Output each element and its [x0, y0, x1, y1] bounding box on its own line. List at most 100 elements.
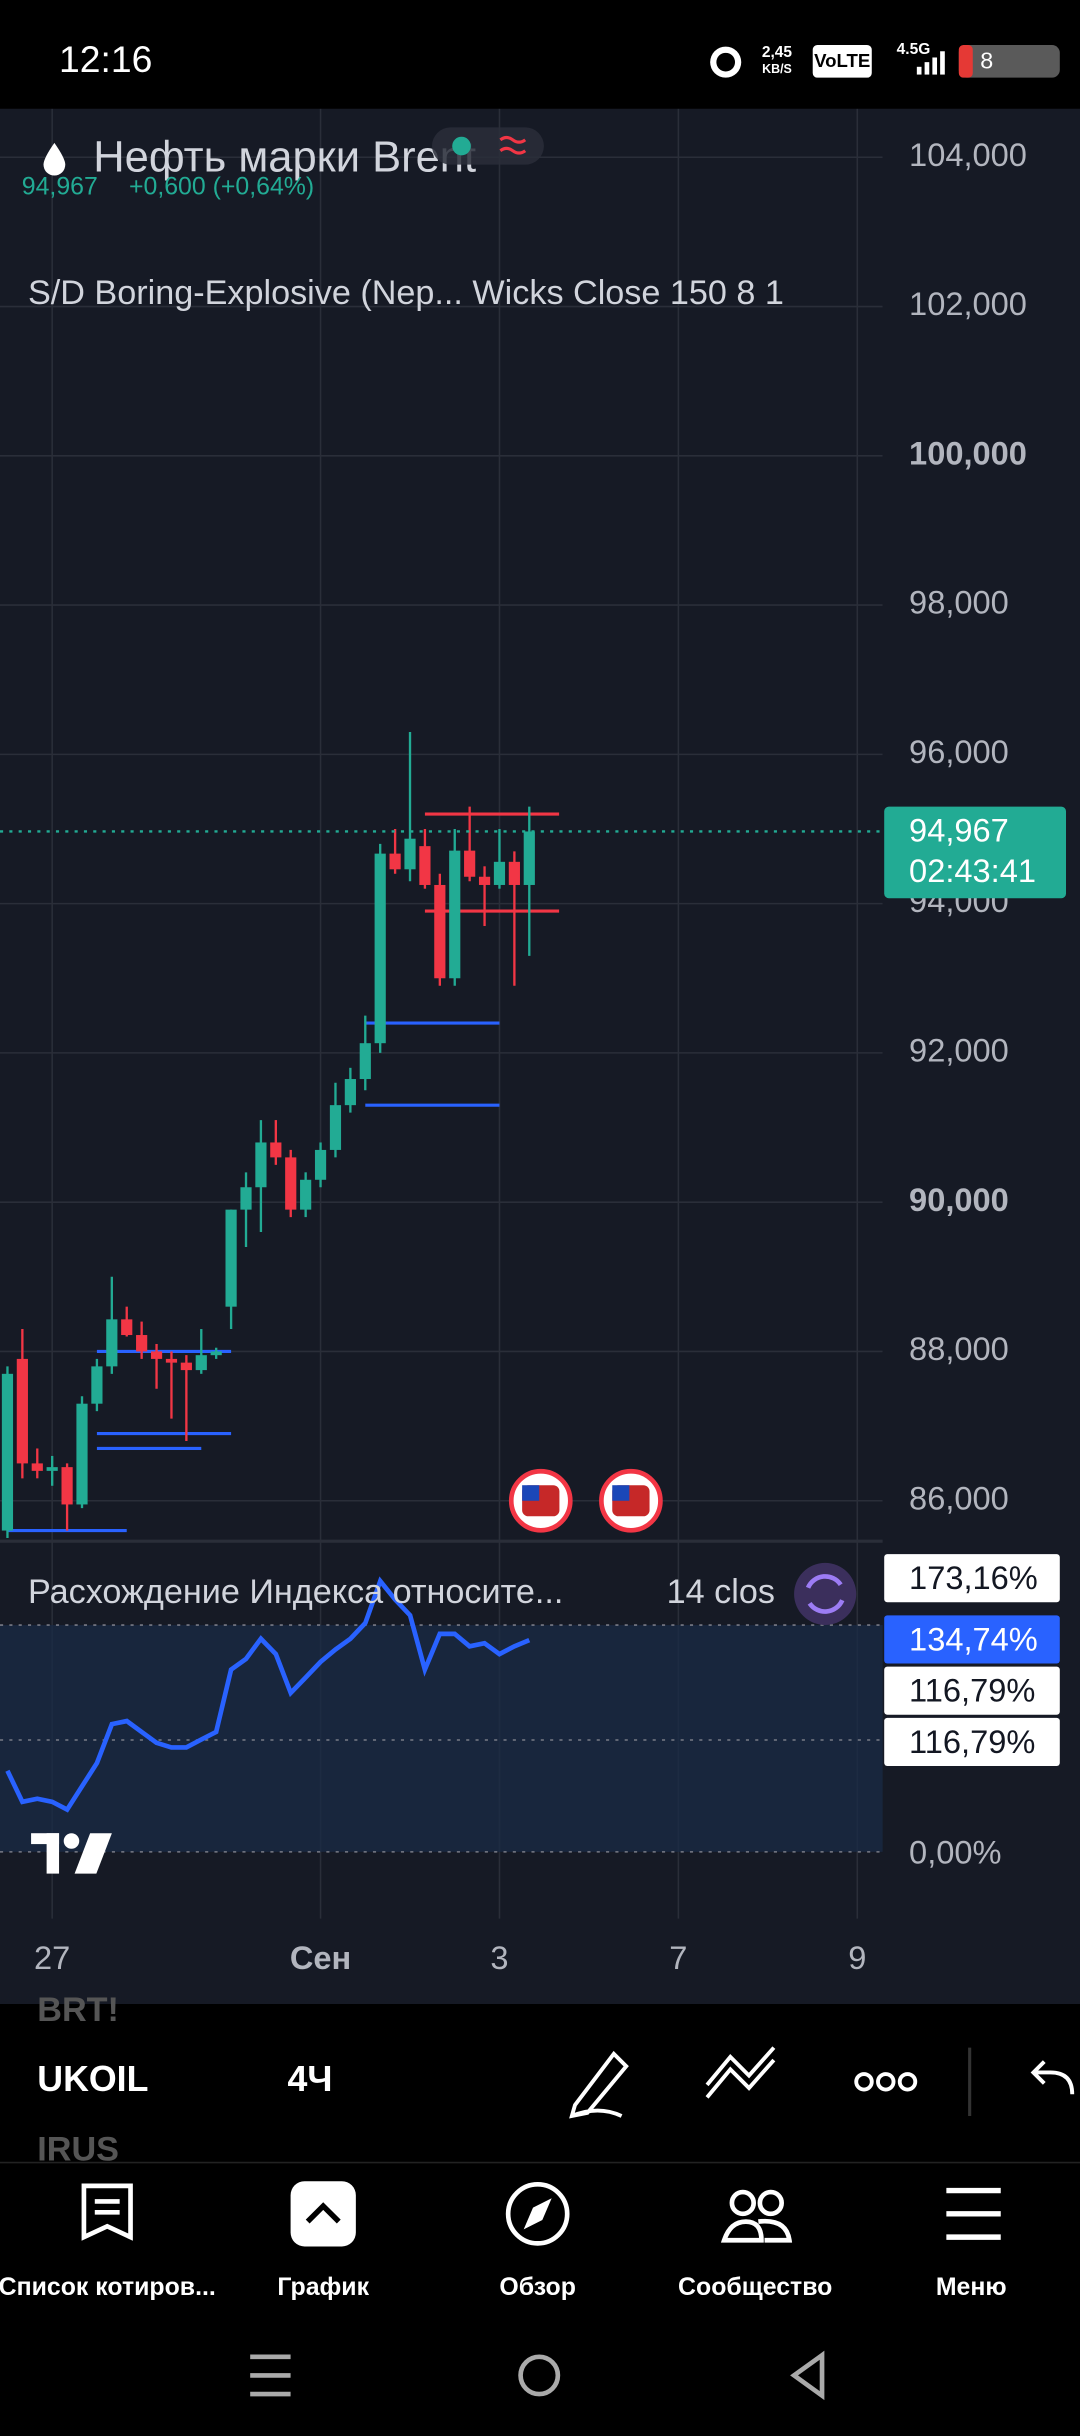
x-tick-label: Сен: [290, 1939, 351, 1976]
interval[interactable]: 4Ч: [287, 2059, 332, 2099]
nav-label[interactable]: График: [277, 2273, 369, 2301]
x-tick-label: 7: [669, 1939, 687, 1976]
candle-body: [285, 1157, 297, 1210]
candle-body: [449, 850, 461, 979]
volte-badge: [812, 45, 872, 78]
y-tick-label: 96,000: [909, 733, 1009, 770]
market-open-dot: [452, 136, 471, 156]
candle-body: [180, 1362, 192, 1371]
y-tick-label: 100,000: [909, 434, 1027, 471]
prev-symbol[interactable]: BRT!: [37, 1991, 119, 2029]
candle-body: [121, 1319, 133, 1336]
candle-body: [195, 1355, 207, 1371]
x-tick-label: 27: [34, 1939, 70, 1976]
more-button[interactable]: [854, 2072, 918, 2092]
candle-body: [91, 1366, 103, 1404]
y-tick-label: 90,000: [909, 1181, 1009, 1218]
candle-body: [300, 1179, 312, 1210]
undo-button[interactable]: [1030, 2060, 1075, 2095]
drop-icon: [43, 142, 66, 176]
net-unit: KB/S: [762, 62, 792, 76]
candle-body: [329, 1105, 342, 1150]
signal-bars: [916, 51, 945, 75]
y-tick-label: 0,00%: [909, 1833, 1001, 1870]
symbol-change: +0,600 (+0,64%): [129, 173, 314, 201]
symbol-price: 94,967: [22, 173, 98, 201]
candle-body: [508, 861, 520, 885]
nav-icon-list[interactable]: [81, 2183, 133, 2241]
candle-body: [136, 1335, 148, 1352]
candle-body: [225, 1209, 237, 1307]
candle-body: [1, 1373, 14, 1531]
status-bar: [0, 0, 1080, 109]
recents-button[interactable]: [250, 2354, 291, 2397]
candle-body: [76, 1403, 88, 1505]
event-icons: [508, 1468, 663, 1533]
indicator-title: S/D Boring-Explosive (Nep... Wicks Close…: [28, 274, 784, 312]
candle-body: [478, 876, 491, 885]
axis-label-box: [884, 1666, 1060, 1715]
axis-label-box: [884, 1554, 1060, 1603]
candle-body: [314, 1149, 327, 1180]
y-tick-label: 98,000: [909, 584, 1009, 621]
signal-type: 4.5G: [897, 41, 931, 58]
candle-body: [46, 1467, 58, 1471]
axis-label: 173,16%: [909, 1559, 1038, 1596]
candle-body: [31, 1463, 43, 1471]
system-nav: [0, 2330, 1080, 2436]
battery-text: 8: [980, 47, 993, 73]
pane-params: 14 clos: [667, 1573, 775, 1611]
candle-body: [359, 1043, 371, 1080]
axis-label-box: [884, 1717, 1060, 1767]
pane-title: Расхождение Индекса относите...: [28, 1573, 563, 1611]
net-speed: 2,45: [762, 44, 793, 61]
y-tick-label: 92,000: [909, 1032, 1009, 1069]
lines-tool[interactable]: [705, 2046, 776, 2099]
tv-logo: [31, 1833, 112, 1874]
axis-label: 116,79%: [909, 1672, 1035, 1709]
battery-level: [958, 45, 973, 78]
candle-body: [464, 850, 476, 877]
candle-body: [270, 1142, 282, 1158]
candle-body: [523, 831, 535, 885]
nav-label[interactable]: Меню: [936, 2273, 1007, 2301]
nav-icon-explore-needle: [523, 2198, 552, 2230]
candle-body: [16, 1358, 28, 1464]
volte: VoLTE: [814, 50, 870, 71]
candle-body: [389, 853, 401, 870]
indicator-line: [5, 1576, 531, 1813]
status-pill: [432, 127, 544, 165]
alarm-face: [716, 52, 736, 72]
back-button[interactable]: [790, 2350, 825, 2401]
sync-icon: [805, 1574, 845, 1614]
nav-icon-chart[interactable]: [290, 2181, 356, 2247]
candle-body: [255, 1142, 267, 1188]
candle-body: [419, 846, 431, 885]
nav-label[interactable]: Список котиров...: [0, 2273, 216, 2301]
y-tick-label: 88,000: [909, 1330, 1009, 1367]
candle-body: [150, 1351, 163, 1359]
toolbar-symbol[interactable]: UKOIL: [37, 2059, 148, 2099]
axis-label-box: [884, 1615, 1060, 1664]
last-price-box: [884, 806, 1067, 899]
wave-icon: [499, 135, 527, 155]
clock: 12:16: [59, 38, 152, 80]
x-tick-label: 9: [848, 1939, 866, 1976]
candle-body: [344, 1079, 356, 1106]
nav-label[interactable]: Обзор: [499, 2273, 575, 2301]
candle-body: [210, 1351, 222, 1356]
nav-icon-community[interactable]: [720, 2189, 793, 2243]
countdown: 02:43:41: [909, 852, 1036, 889]
nav-icon-explore[interactable]: [505, 2181, 570, 2246]
nav-label[interactable]: Сообщество: [678, 2273, 832, 2301]
home-button[interactable]: [518, 2354, 561, 2397]
plot: [0, 108, 883, 1919]
nav-icon-menu[interactable]: [946, 2187, 1001, 2240]
pane-sync-button[interactable]: [794, 1562, 857, 1626]
bottom-nav: [0, 2162, 1080, 2331]
candle-body: [493, 861, 506, 885]
draw-tool[interactable]: [569, 2050, 629, 2119]
battery: [958, 45, 1060, 78]
candle-body: [374, 853, 386, 1044]
